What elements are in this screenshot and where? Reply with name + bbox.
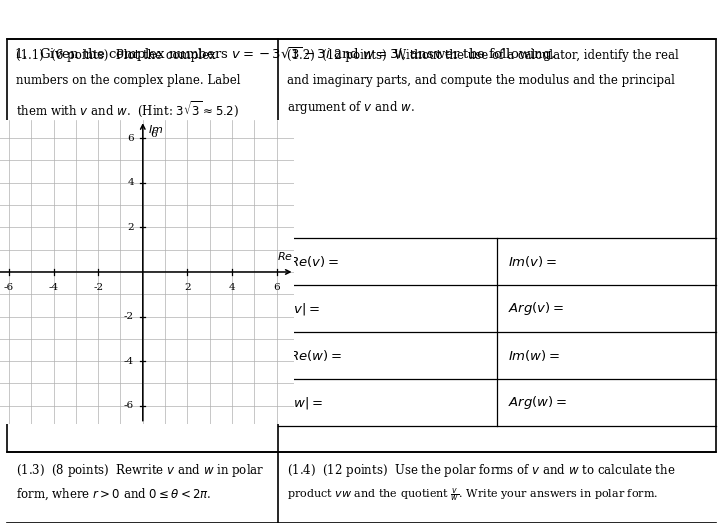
Text: -6: -6	[4, 283, 14, 292]
Text: 4: 4	[127, 178, 134, 187]
Text: (1.4)  (12 points)  Use the polar forms of $v$ and $w$ to calculate the: (1.4) (12 points) Use the polar forms of…	[287, 462, 675, 479]
Text: 4: 4	[228, 283, 235, 292]
Text: (1.2)  (12 points)  Without the use of a calculator, identify the real: (1.2) (12 points) Without the use of a c…	[287, 49, 679, 62]
Text: 6: 6	[273, 283, 280, 292]
Text: 2: 2	[184, 283, 191, 292]
Text: -4: -4	[48, 283, 59, 292]
Text: (1.3)  (8 points)  Rewrite $v$ and $w$ in polar: (1.3) (8 points) Rewrite $v$ and $w$ in …	[16, 462, 264, 479]
Text: $|w| =$: $|w| =$	[289, 395, 323, 411]
Text: product $vw$ and the quotient $\frac{v}{w}$. Write your answers in polar form.: product $vw$ and the quotient $\frac{v}{…	[287, 487, 658, 504]
Text: $|v| =$: $|v| =$	[289, 301, 320, 316]
Text: $\mathit{Arg}(v) =$: $\mathit{Arg}(v) =$	[508, 300, 564, 317]
Text: -6: -6	[124, 401, 134, 410]
Bar	[7, 39, 716, 452]
Text: form, where $r > 0$ and $0 \leq \theta < 2\pi$.: form, where $r > 0$ and $0 \leq \theta <…	[16, 487, 211, 503]
Text: (1.1)  (6 points)  Plot the complex: (1.1) (6 points) Plot the complex	[16, 49, 215, 62]
Text: $\mathit{Im}(w) =$: $\mathit{Im}(w) =$	[508, 348, 560, 363]
Text: -4: -4	[124, 357, 134, 366]
Text: $\mathit{Arg}(w) =$: $\mathit{Arg}(w) =$	[508, 394, 567, 411]
Text: 1.   Given the complex numbers $v = -3\sqrt{3} - 3i$ and $w = 3i$, answer the fo: 1. Given the complex numbers $v = -3\sqr…	[14, 46, 556, 64]
Text: 6: 6	[127, 134, 134, 143]
Text: $\mathit{Re}(v) =$: $\mathit{Re}(v) =$	[289, 254, 339, 269]
Text: them with $v$ and $w$.  (Hint: $3\sqrt{3} \approx 5.2$): them with $v$ and $w$. (Hint: $3\sqrt{3}…	[16, 99, 239, 119]
Text: $\mathit{Im}(v) =$: $\mathit{Im}(v) =$	[508, 254, 557, 269]
Text: numbers on the complex plane. Label: numbers on the complex plane. Label	[16, 74, 241, 87]
Text: $\mathit{Re}$: $\mathit{Re}$	[278, 250, 294, 262]
Text: and imaginary parts, and compute the modulus and the principal: and imaginary parts, and compute the mod…	[287, 74, 675, 87]
Text: $\mathit{Im}$: $\mathit{Im}$	[148, 122, 163, 134]
Text: 6: 6	[150, 130, 157, 139]
Text: $\mathit{Re}(w) =$: $\mathit{Re}(w) =$	[289, 348, 342, 363]
Text: argument of $v$ and $w$.: argument of $v$ and $w$.	[287, 99, 415, 116]
Text: -2: -2	[124, 312, 134, 321]
Text: 2: 2	[127, 223, 134, 232]
Text: -2: -2	[93, 283, 103, 292]
